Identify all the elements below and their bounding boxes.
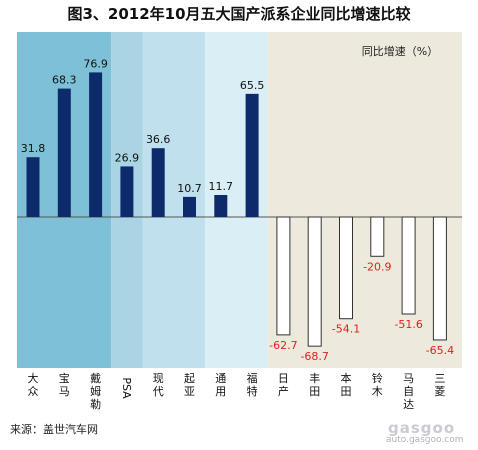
- value-label-4: 26.9: [115, 151, 140, 164]
- chart-title: 图3、2012年10月五大国产派系企业同比增速比较: [67, 5, 411, 23]
- x-tick-label-7: 通用: [215, 372, 226, 398]
- x-tick-label-2: 宝马: [59, 371, 70, 398]
- x-tick-label-3: 戴姆勒: [90, 371, 101, 411]
- value-label-3: 76.9: [83, 57, 108, 70]
- bar-4: [120, 166, 134, 217]
- bar-6: [183, 196, 196, 217]
- bar-13: [401, 216, 416, 315]
- bar-3: [89, 72, 103, 217]
- value-label-7: 11.7: [209, 180, 234, 193]
- bar-11: [339, 216, 353, 320]
- bar-1: [26, 157, 40, 217]
- value-label-14: -65.4: [426, 344, 454, 357]
- x-tick-label-11: 本田: [341, 371, 352, 398]
- value-label-11: -54.1: [332, 323, 360, 336]
- x-tick-label-14: 三菱: [434, 372, 445, 398]
- x-tick-label-8: 福特: [247, 371, 258, 398]
- bar-9: [276, 216, 291, 336]
- value-label-12: -20.9: [363, 260, 391, 273]
- bar-12: [370, 216, 385, 257]
- x-tick-label-6: 起亚: [184, 372, 195, 398]
- value-label-8: 65.5: [240, 79, 265, 92]
- value-label-10: -68.7: [300, 350, 328, 363]
- bar-5: [151, 148, 165, 217]
- value-label-6: 10.7: [177, 182, 202, 195]
- x-tick-label-10: 丰田: [309, 372, 320, 398]
- value-label-9: -62.7: [269, 339, 297, 352]
- x-tick-label-1: 大众: [28, 371, 39, 398]
- y-axis-label: 同比增速（%）: [362, 44, 438, 58]
- x-tick-label-5: 现代: [153, 372, 164, 398]
- x-tick-label-12: 铃木: [372, 371, 383, 398]
- value-label-5: 36.6: [146, 133, 171, 146]
- value-label-13: -51.6: [394, 318, 422, 331]
- band-japanese: [267, 32, 462, 368]
- bar-10: [307, 216, 322, 347]
- bar-2: [57, 88, 71, 217]
- bar-14: [432, 216, 447, 341]
- watermark-url: auto.gasgoo.com: [386, 435, 464, 445]
- value-label-1: 31.8: [21, 142, 46, 155]
- watermark-logo: gasgoo: [388, 419, 456, 437]
- bar-7: [214, 195, 228, 217]
- bar-8: [245, 93, 259, 217]
- value-labels: 31.8 68.3 76.9 26.9 36.6 10.7 11.7 65.5 -62.7-68…: [21, 57, 454, 363]
- source-note: 来源：盖世汽车网: [10, 423, 98, 436]
- bars: [26, 72, 447, 347]
- x-tick-label-4: PSA: [120, 377, 133, 399]
- value-label-2: 68.3: [52, 74, 77, 87]
- x-tick-label-13: 马自达: [403, 372, 414, 411]
- x-tick-label-9: 日产: [278, 372, 289, 398]
